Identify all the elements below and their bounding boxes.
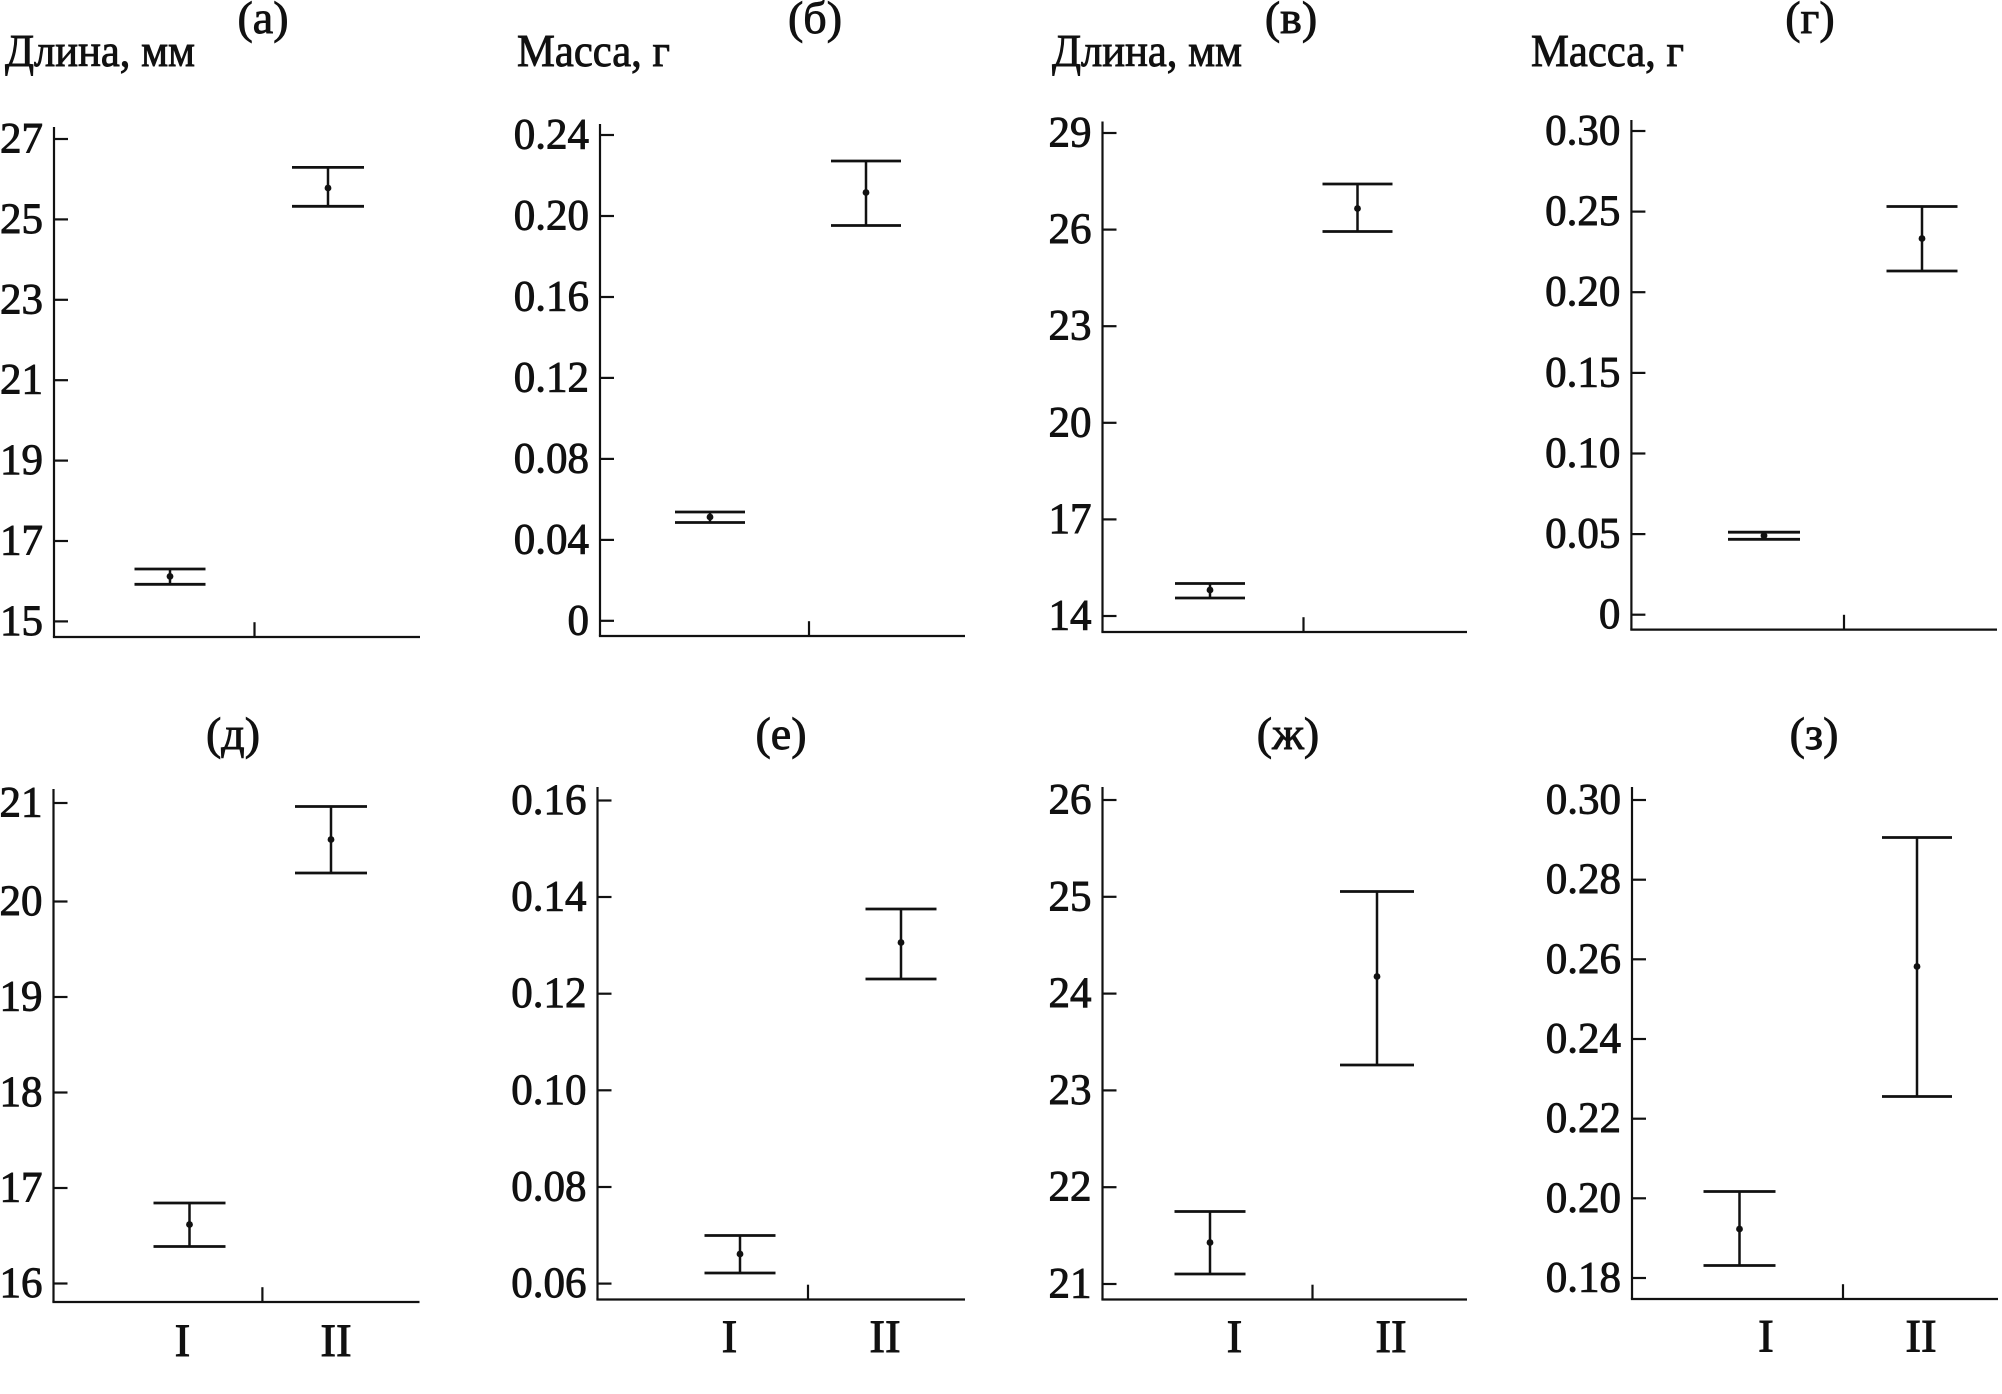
svg-text:I: I [722, 1311, 738, 1363]
svg-text:17: 17 [0, 1165, 43, 1212]
svg-text:0.25: 0.25 [1545, 188, 1620, 235]
svg-text:0.20: 0.20 [514, 193, 589, 240]
svg-text:0.30: 0.30 [1546, 777, 1621, 824]
svg-text:II: II [320, 1315, 351, 1367]
svg-text:II: II [869, 1311, 900, 1363]
svg-text:20: 20 [0, 878, 43, 925]
svg-text:19: 19 [0, 974, 43, 1021]
svg-text:(в): (в) [1265, 0, 1317, 43]
svg-text:21: 21 [0, 357, 43, 404]
svg-text:(е): (е) [755, 708, 806, 759]
svg-text:17: 17 [1049, 496, 1092, 543]
svg-text:(з): (з) [1790, 708, 1839, 759]
svg-text:18: 18 [0, 1069, 43, 1116]
svg-text:0.10: 0.10 [511, 1067, 586, 1114]
svg-text:24: 24 [1049, 970, 1092, 1017]
svg-text:26: 26 [1049, 206, 1092, 253]
svg-text:0.12: 0.12 [511, 970, 586, 1017]
svg-text:0.16: 0.16 [511, 777, 586, 824]
svg-text:0.20: 0.20 [1546, 1175, 1621, 1222]
svg-text:23: 23 [1049, 1067, 1092, 1114]
svg-text:0.18: 0.18 [1546, 1255, 1621, 1302]
svg-text:0.24: 0.24 [514, 112, 589, 159]
svg-text:21: 21 [0, 780, 43, 827]
svg-text:II: II [1375, 1311, 1406, 1363]
svg-text:0: 0 [1599, 591, 1621, 638]
svg-text:Масса, г: Масса, г [1531, 25, 1684, 76]
svg-text:(ж): (ж) [1257, 708, 1319, 759]
svg-text:(г): (г) [1785, 0, 1835, 43]
svg-text:0.10: 0.10 [1545, 430, 1620, 477]
svg-text:0.24: 0.24 [1546, 1016, 1621, 1063]
svg-text:0.15: 0.15 [1545, 349, 1620, 396]
svg-text:0: 0 [568, 597, 590, 644]
svg-text:16: 16 [0, 1260, 43, 1307]
svg-text:27: 27 [0, 116, 43, 163]
svg-text:14: 14 [1049, 593, 1092, 640]
svg-text:0.06: 0.06 [511, 1260, 586, 1307]
svg-text:I: I [1227, 1311, 1243, 1363]
svg-text:II: II [1905, 1311, 1936, 1363]
svg-text:26: 26 [1049, 777, 1092, 824]
svg-text:0.08: 0.08 [514, 435, 589, 482]
svg-text:0.05: 0.05 [1545, 511, 1620, 558]
svg-text:22: 22 [1049, 1164, 1092, 1211]
svg-text:0.22: 0.22 [1546, 1095, 1621, 1142]
svg-text:Длина, мм: Длина, мм [1052, 25, 1242, 76]
svg-text:Длина, мм: Длина, мм [5, 25, 195, 76]
svg-text:25: 25 [0, 196, 43, 243]
svg-text:(б): (б) [788, 0, 842, 43]
svg-text:(д): (д) [206, 708, 260, 759]
svg-text:0.28: 0.28 [1546, 856, 1621, 903]
svg-text:I: I [175, 1315, 191, 1367]
svg-text:0.14: 0.14 [511, 874, 586, 921]
svg-text:I: I [1758, 1311, 1774, 1363]
svg-text:17: 17 [0, 518, 43, 565]
svg-text:0.30: 0.30 [1545, 108, 1620, 155]
svg-text:0.04: 0.04 [514, 516, 589, 563]
svg-text:25: 25 [1049, 873, 1092, 920]
svg-text:0.26: 0.26 [1546, 936, 1621, 983]
svg-text:19: 19 [0, 437, 43, 484]
svg-text:29: 29 [1049, 110, 1092, 157]
svg-text:(а): (а) [237, 0, 288, 43]
svg-text:0.08: 0.08 [511, 1164, 586, 1211]
svg-text:20: 20 [1049, 399, 1092, 446]
svg-text:21: 21 [1049, 1261, 1092, 1308]
svg-text:Масса, г: Масса, г [517, 25, 670, 76]
svg-text:0.16: 0.16 [514, 274, 589, 321]
svg-text:23: 23 [0, 276, 43, 323]
svg-text:0.12: 0.12 [514, 354, 589, 401]
svg-text:0.20: 0.20 [1545, 269, 1620, 316]
svg-text:15: 15 [0, 598, 43, 645]
svg-text:23: 23 [1049, 303, 1092, 350]
